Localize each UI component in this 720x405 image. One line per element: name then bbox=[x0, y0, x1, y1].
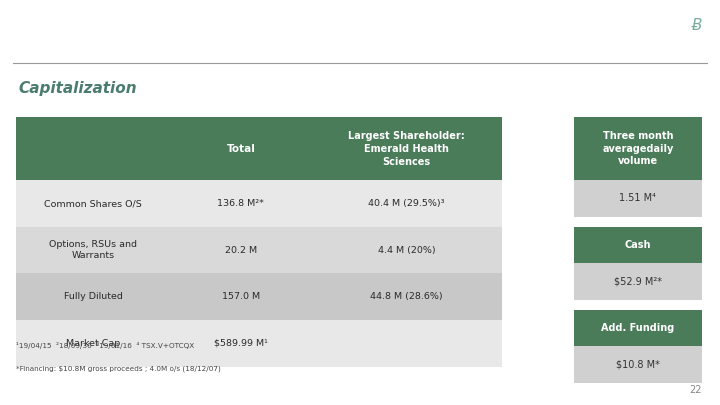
Text: Cash: Cash bbox=[625, 240, 651, 250]
Text: Options, RSUs and
Warrants: Options, RSUs and Warrants bbox=[49, 240, 138, 260]
Text: $10.8 M*: $10.8 M* bbox=[616, 360, 660, 369]
FancyBboxPatch shape bbox=[171, 273, 311, 320]
Text: $589.99 M¹: $589.99 M¹ bbox=[214, 339, 268, 348]
Text: 4.4 M (20%): 4.4 M (20%) bbox=[377, 245, 436, 255]
Text: 20.2 M: 20.2 M bbox=[225, 245, 257, 255]
Text: Ƀ: Ƀ bbox=[692, 18, 702, 33]
FancyBboxPatch shape bbox=[171, 320, 311, 367]
Text: Three month
averagedaily
volume: Three month averagedaily volume bbox=[602, 132, 674, 166]
Text: Largest Shareholder:
Emerald Health
Sciences: Largest Shareholder: Emerald Health Scie… bbox=[348, 131, 465, 166]
FancyBboxPatch shape bbox=[574, 310, 702, 346]
FancyBboxPatch shape bbox=[171, 227, 311, 273]
Text: Add. Funding: Add. Funding bbox=[601, 323, 675, 333]
Text: 40.4 M (29.5%)³: 40.4 M (29.5%)³ bbox=[368, 199, 445, 208]
Text: Fully Diluted: Fully Diluted bbox=[64, 292, 122, 301]
Text: ¹19/04/15  ²18/09/30  ³19/01/16  ⁴ TSX.V+OTCQX: ¹19/04/15 ²18/09/30 ³19/01/16 ⁴ TSX.V+OT… bbox=[16, 342, 194, 349]
Text: Total: Total bbox=[226, 144, 256, 154]
Text: *Financing: $10.8M gross proceeds ; 4.0M o/s (18/12/07): *Financing: $10.8M gross proceeds ; 4.0M… bbox=[16, 366, 220, 372]
FancyBboxPatch shape bbox=[16, 273, 171, 320]
FancyBboxPatch shape bbox=[16, 320, 171, 367]
Text: 136.8 M²*: 136.8 M²* bbox=[217, 199, 264, 208]
FancyBboxPatch shape bbox=[574, 117, 702, 180]
FancyBboxPatch shape bbox=[574, 227, 702, 263]
FancyBboxPatch shape bbox=[311, 117, 502, 180]
FancyBboxPatch shape bbox=[171, 180, 311, 227]
FancyBboxPatch shape bbox=[311, 227, 502, 273]
FancyBboxPatch shape bbox=[16, 227, 171, 273]
Text: $52.9 M²*: $52.9 M²* bbox=[614, 277, 662, 286]
Text: Capitalization: Capitalization bbox=[18, 81, 137, 96]
FancyBboxPatch shape bbox=[16, 180, 171, 227]
FancyBboxPatch shape bbox=[574, 180, 702, 217]
Text: Common Shares O/S: Common Shares O/S bbox=[45, 199, 142, 208]
Text: 157.0 M: 157.0 M bbox=[222, 292, 260, 301]
FancyBboxPatch shape bbox=[574, 346, 702, 383]
FancyBboxPatch shape bbox=[311, 273, 502, 320]
Text: 44.8 M (28.6%): 44.8 M (28.6%) bbox=[370, 292, 443, 301]
FancyBboxPatch shape bbox=[311, 180, 502, 227]
Text: Market Cap: Market Cap bbox=[66, 339, 120, 348]
FancyBboxPatch shape bbox=[171, 117, 311, 180]
FancyBboxPatch shape bbox=[311, 320, 502, 367]
Text: 22: 22 bbox=[690, 385, 702, 395]
FancyBboxPatch shape bbox=[574, 263, 702, 300]
FancyBboxPatch shape bbox=[16, 117, 171, 180]
Text: 1.51 M⁴: 1.51 M⁴ bbox=[619, 194, 657, 203]
